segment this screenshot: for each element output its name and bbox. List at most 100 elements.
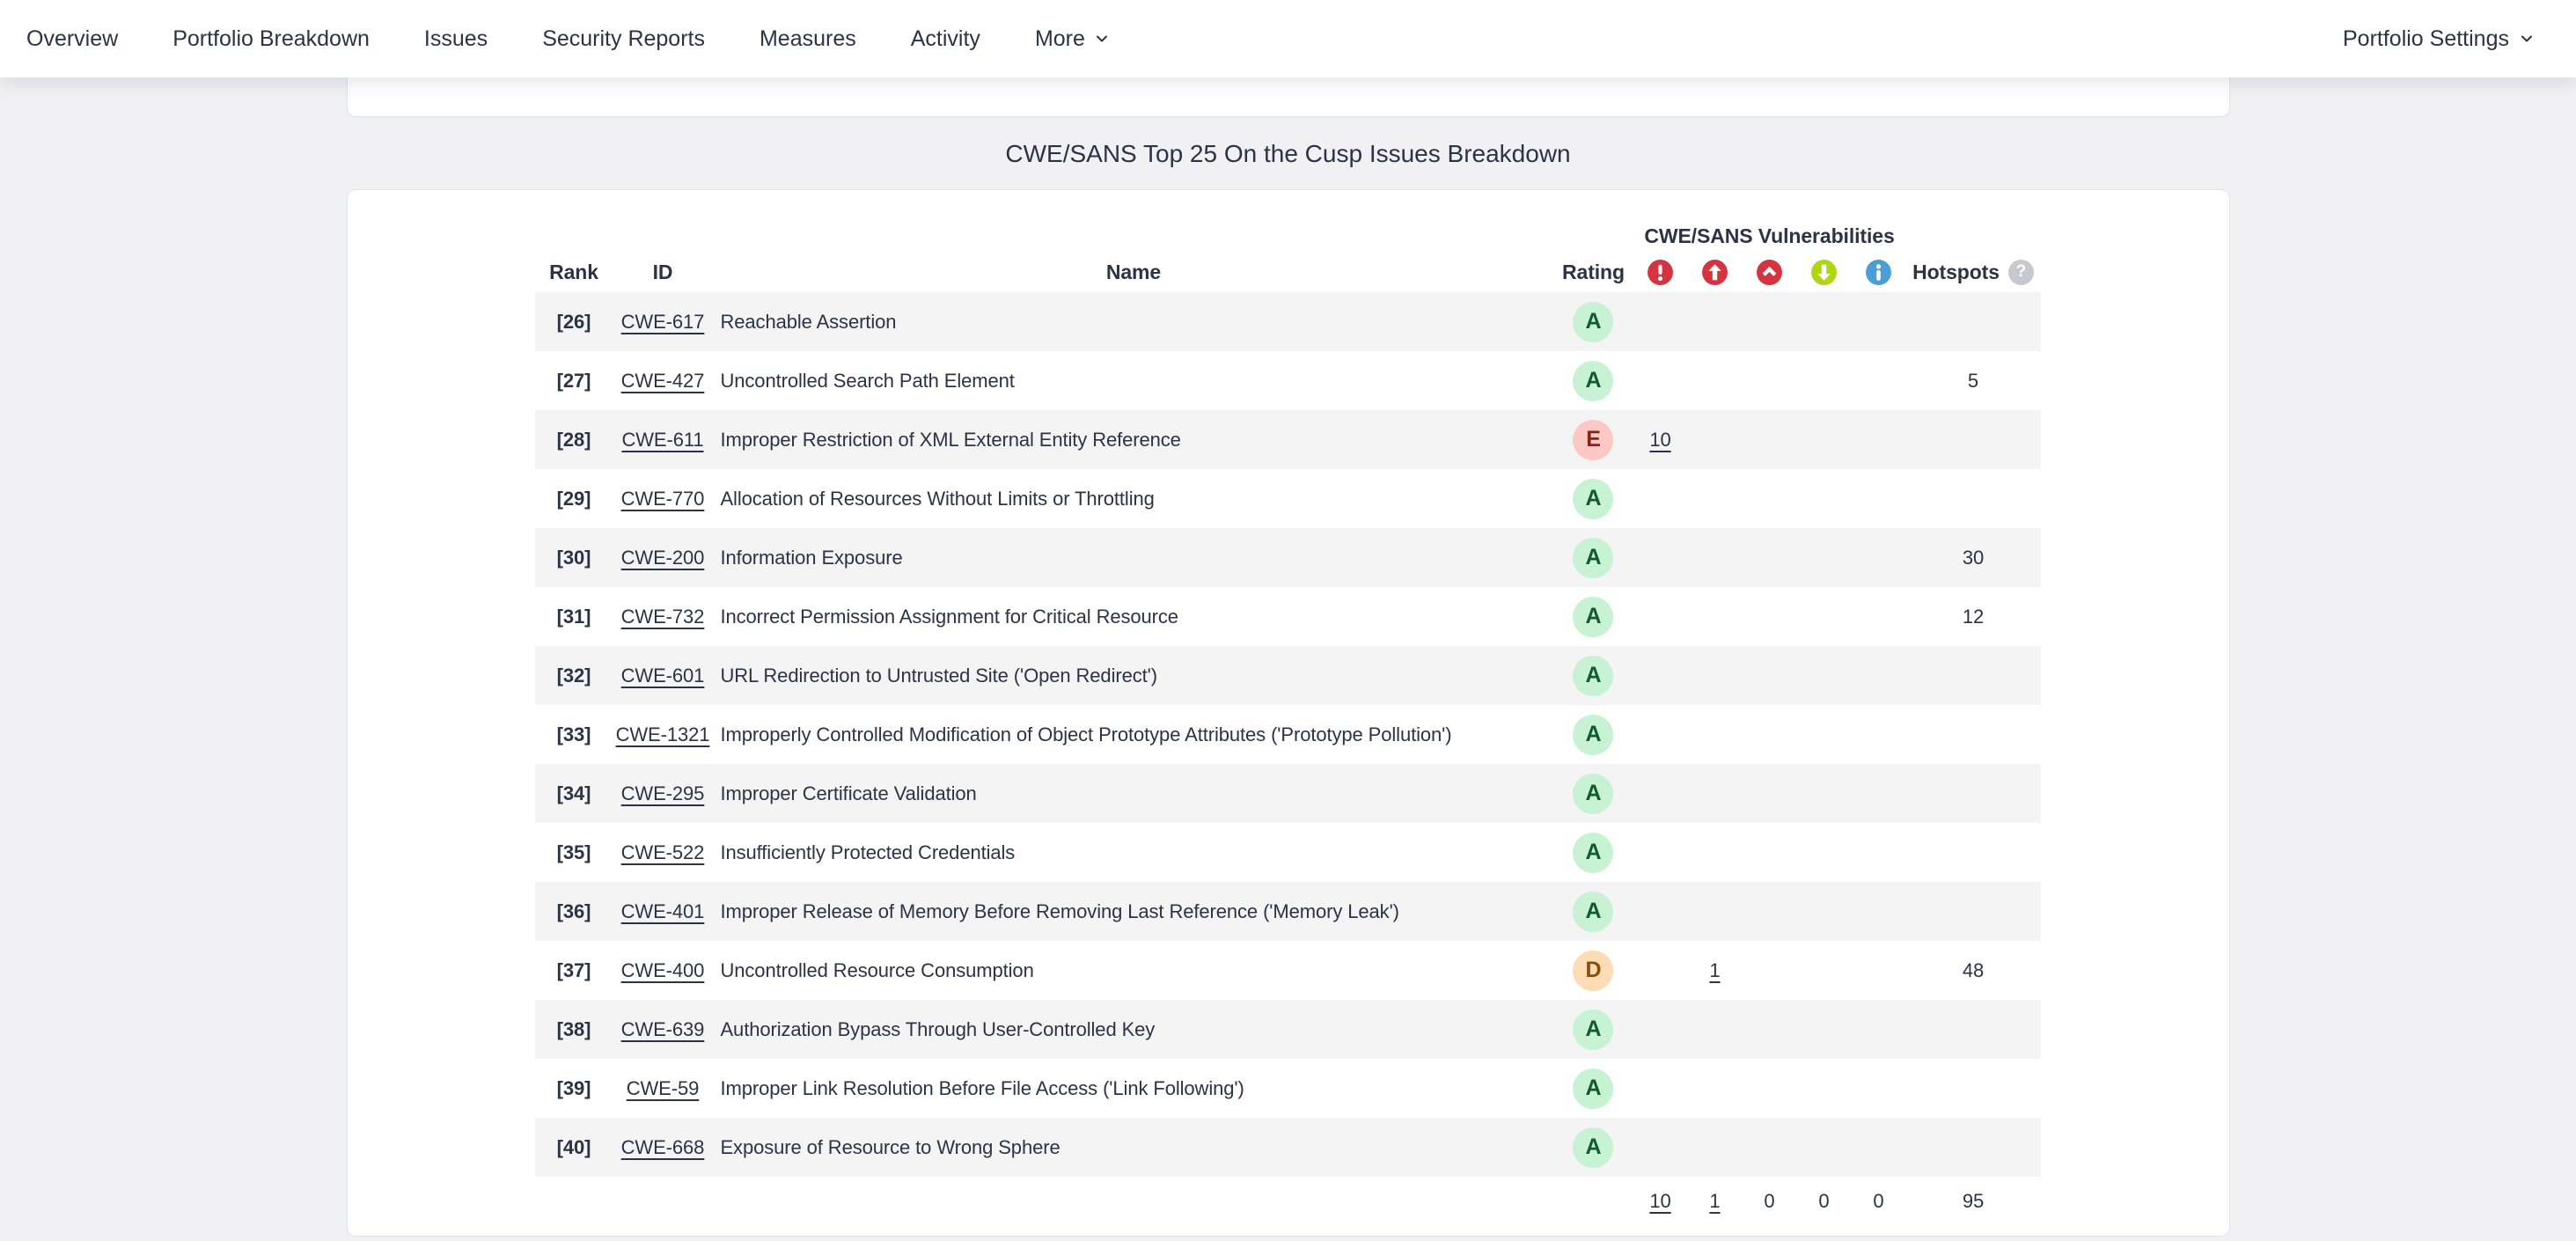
cwe-id-link[interactable]: CWE-668	[620, 1135, 705, 1158]
cwe-id-link[interactable]: CWE-522	[620, 841, 705, 863]
rating-badge: A	[1573, 714, 1614, 755]
cwe-id-link[interactable]: CWE-770	[620, 487, 705, 510]
blocker-count-cell	[1633, 1000, 1687, 1059]
id-cell: CWE-400	[612, 941, 713, 1000]
nav-item-activity[interactable]: Activity	[911, 26, 980, 52]
nav-item-overview[interactable]: Overview	[26, 26, 118, 52]
info-count-cell	[1851, 587, 1905, 646]
totals-row: 10 1 0 0 0 95	[535, 1177, 2040, 1221]
critical-count-cell	[1687, 1059, 1742, 1118]
critical-count-link[interactable]: 1	[1709, 958, 1721, 981]
rating-badge: A	[1573, 832, 1614, 873]
rating-badge: A	[1573, 773, 1614, 814]
cwe-id-link[interactable]: CWE-401	[620, 900, 705, 922]
rating-badge: A	[1573, 891, 1614, 932]
major-count-cell	[1742, 1059, 1796, 1118]
cwe-name: Exposure of Resource to Wrong Sphere	[720, 1135, 1060, 1158]
cwe-id-link[interactable]: CWE-427	[620, 369, 705, 392]
cwe-id-link[interactable]: CWE-295	[620, 782, 705, 804]
nav-item-more[interactable]: More	[1035, 26, 1111, 52]
page-content: CWE/SANS Top 25 On the Cusp Issues Break…	[0, 77, 2576, 1237]
hotspots-count: 48	[1962, 958, 1985, 981]
cwe-id-link[interactable]: CWE-639	[620, 1017, 705, 1040]
totals-empty-cell	[535, 1177, 612, 1221]
rating-cell: A	[1553, 351, 1633, 410]
cwe-name: Insufficiently Protected Credentials	[720, 841, 1016, 863]
rating-cell: A	[1553, 587, 1633, 646]
hotspots-count	[1906, 705, 2041, 764]
info-count-cell	[1851, 1118, 1905, 1177]
minor-severity-icon	[1810, 259, 1838, 286]
rating-badge: A	[1573, 596, 1614, 637]
id-cell: CWE-427	[612, 351, 713, 410]
chevron-down-icon	[1096, 35, 1107, 42]
hotspots-count	[1906, 292, 2041, 351]
cwe-id-link[interactable]: CWE-1321	[615, 723, 710, 745]
cwe-id-link[interactable]: CWE-400	[620, 958, 705, 981]
blocker-count-cell	[1633, 1059, 1687, 1118]
column-header-name: Name	[1105, 260, 1162, 283]
major-count-cell	[1742, 823, 1796, 882]
info-count-cell	[1851, 1059, 1905, 1118]
rating-cell: A	[1553, 292, 1633, 351]
blocker-count-cell	[1633, 587, 1687, 646]
cwe-id-link[interactable]: CWE-200	[620, 546, 705, 569]
nav-item-label: Security Reports	[542, 26, 705, 51]
minor-total-cell: 0	[1818, 1189, 1830, 1212]
critical-count-cell: 1	[1687, 941, 1742, 1000]
critical-total-link[interactable]: 1	[1709, 1189, 1721, 1212]
rating-badge: A	[1573, 1068, 1614, 1109]
major-count-cell	[1742, 587, 1796, 646]
rank-value: [32]	[556, 664, 591, 687]
minor-count-cell	[1796, 764, 1851, 823]
rating-cell: E	[1553, 410, 1633, 469]
nav-item-label: Portfolio Breakdown	[172, 26, 370, 51]
blocker-total-link[interactable]: 10	[1649, 1189, 1671, 1212]
table-row: [28] CWE-611 Improper Restriction of XML E…	[535, 410, 2041, 469]
column-header-info	[1851, 252, 1905, 292]
cwe-id-link[interactable]: CWE-617	[620, 310, 705, 333]
minor-count-cell	[1796, 1118, 1851, 1177]
help-icon[interactable]: ?	[2007, 259, 2034, 285]
nav-item-security-reports[interactable]: Security Reports	[542, 26, 705, 52]
info-count-cell	[1851, 646, 1905, 705]
info-count-cell	[1851, 941, 1905, 1000]
cwe-name: Authorization Bypass Through User-Contro…	[720, 1017, 1156, 1040]
cwe-id-link[interactable]: CWE-601	[620, 664, 705, 687]
cwe-id-link[interactable]: CWE-59	[626, 1076, 700, 1099]
info-total-cell: 0	[1873, 1189, 1884, 1212]
rating-cell: A	[1553, 705, 1633, 764]
blocker-count-link[interactable]: 10	[1649, 428, 1671, 451]
minor-count-cell	[1796, 646, 1851, 705]
rating-badge: A	[1573, 301, 1614, 342]
id-cell: CWE-601	[612, 646, 713, 705]
nav-item-portfolio-breakdown[interactable]: Portfolio Breakdown	[172, 26, 370, 52]
major-count-cell	[1742, 1000, 1796, 1059]
nav-item-measures[interactable]: Measures	[760, 26, 856, 52]
rank-value: [40]	[556, 1135, 591, 1158]
blocker-count-cell	[1633, 646, 1687, 705]
hotspots-count: 5	[1967, 369, 1979, 392]
rank-value: [37]	[556, 958, 591, 981]
cwe-id-link[interactable]: CWE-611	[621, 428, 704, 451]
cwe-id-link[interactable]: CWE-732	[620, 605, 705, 628]
blocker-count-cell	[1633, 469, 1687, 528]
rank-value: [31]	[556, 605, 591, 628]
info-count-cell	[1851, 705, 1905, 764]
table-row: [39] CWE-59 Improper Link Resolution Befor…	[535, 1059, 2040, 1118]
id-cell: CWE-59	[612, 1059, 713, 1118]
rank-value: [33]	[556, 723, 591, 745]
id-cell: CWE-617	[612, 292, 713, 351]
column-header-major	[1742, 252, 1796, 292]
major-severity-icon	[1756, 259, 1783, 286]
rank-value: [27]	[556, 369, 591, 392]
blocker-count-cell	[1633, 823, 1687, 882]
portfolio-settings-button[interactable]: Portfolio Settings	[2343, 26, 2536, 52]
chevron-down-icon	[2521, 35, 2532, 42]
minor-count-cell	[1796, 528, 1851, 587]
column-header-blocker	[1633, 252, 1687, 292]
info-count-cell	[1851, 1000, 1905, 1059]
nav-item-issues[interactable]: Issues	[424, 26, 488, 52]
hotspots-count: 30	[1962, 546, 1985, 569]
id-cell: CWE-522	[612, 823, 713, 882]
